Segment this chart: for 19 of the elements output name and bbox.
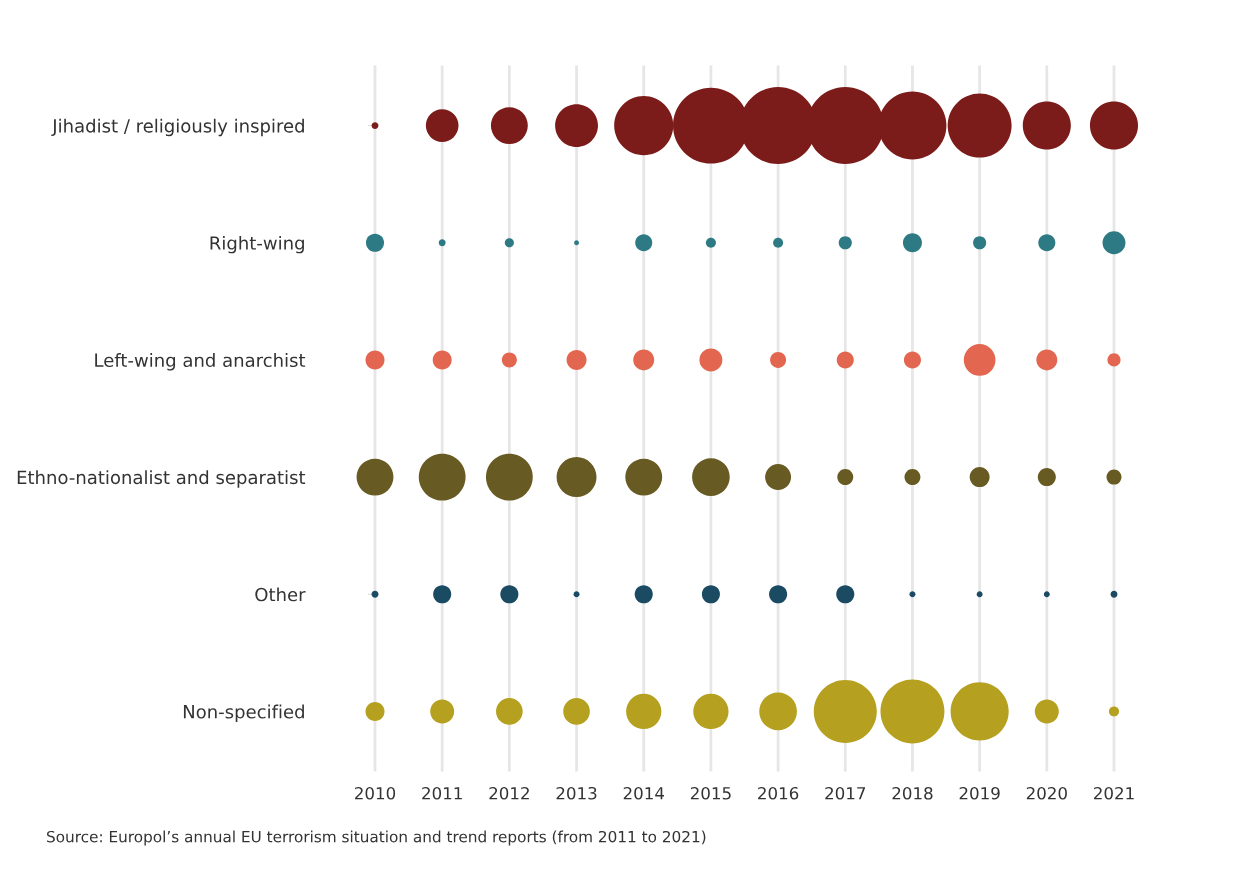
x-tick-label: 2020 (1026, 786, 1067, 800)
x-tick-label: 2016 (758, 786, 799, 800)
x-tick-label: 2011 (422, 786, 462, 800)
y-tick-label: Other (255, 587, 306, 602)
source-note: Source: Europol’s annual EU terrorism situation and trend reports (from 2011 to 2021) (47, 830, 706, 846)
y-tick-label: Ethno-nationalist and separatist (17, 470, 306, 488)
y-tick-label: Non-specified (183, 704, 304, 723)
x-tick-label: 2019 (959, 786, 1000, 800)
y-tick-label: Jihadist / religiously inspired (51, 118, 304, 137)
x-tick-label: 2010 (355, 786, 396, 800)
x-tick-label: 2012 (489, 786, 529, 800)
x-tick-label: 2014 (623, 786, 664, 800)
x-tick-label: 2015 (690, 786, 731, 800)
x-tick-label: 2017 (825, 786, 866, 800)
y-tick-label: Right-wing (210, 235, 304, 254)
x-tick-label: 2013 (556, 786, 597, 800)
x-tick-label: 2018 (892, 786, 933, 800)
x-tick-label: 2021 (1094, 786, 1134, 800)
y-tick-label: Left-wing and anarchist (95, 353, 306, 371)
